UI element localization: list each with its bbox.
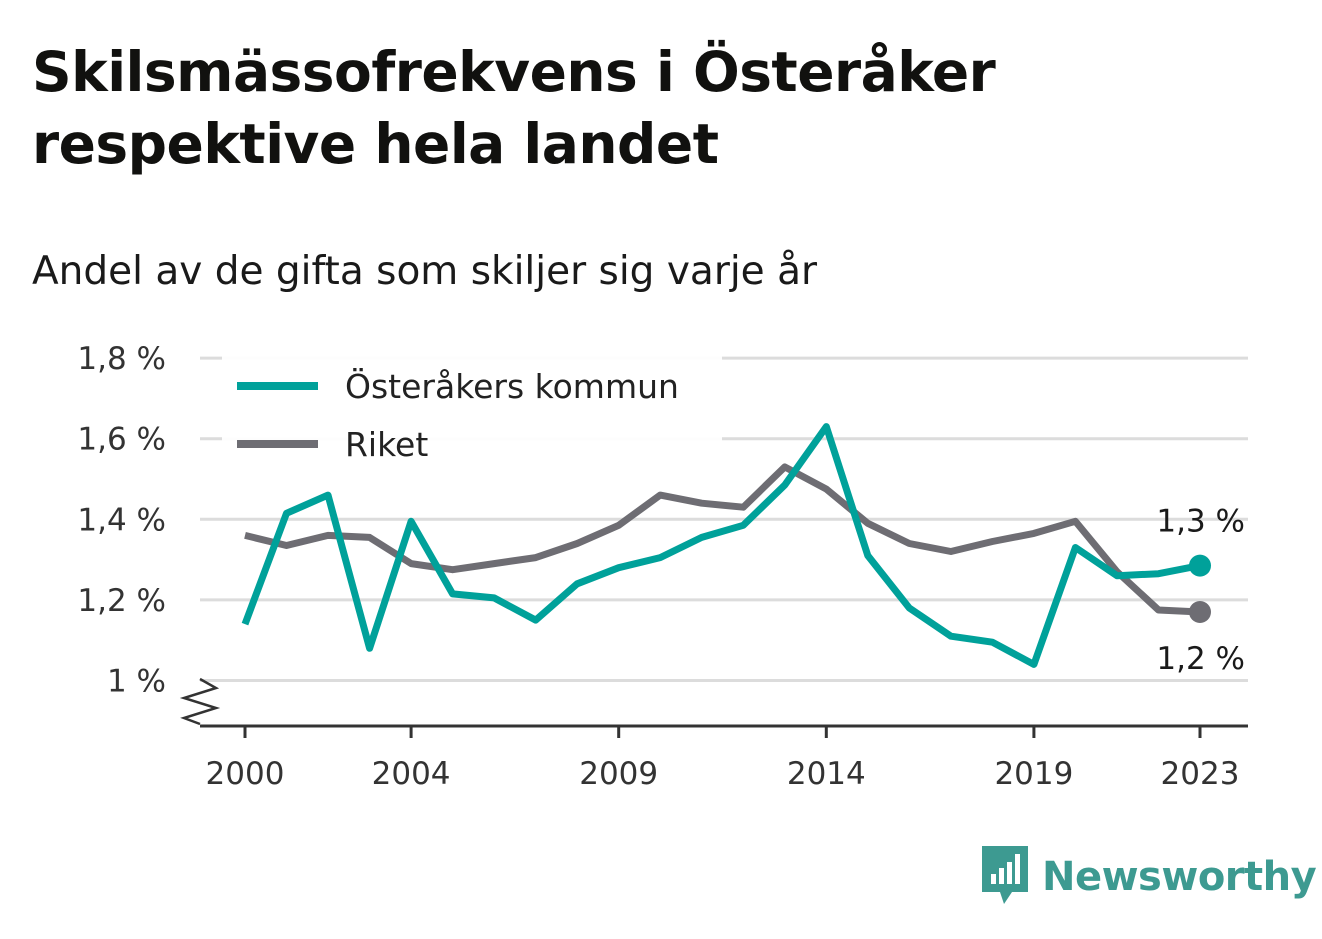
x-tick-label: 2014 bbox=[787, 756, 866, 792]
y-tick-label: 1,2 % bbox=[77, 583, 166, 619]
chart-title: Skilsmässofrekvens i Österåker respektiv… bbox=[32, 40, 996, 176]
legend-box bbox=[222, 355, 722, 473]
brand-name: Newsworthy bbox=[1042, 854, 1317, 900]
end-value-label: 1,3 % bbox=[1156, 504, 1245, 540]
y-tick-label: 1,4 % bbox=[77, 502, 166, 538]
chart-subtitle: Andel av de gifta som skiljer sig varje … bbox=[32, 249, 818, 294]
end-point-osteraker bbox=[1189, 554, 1211, 577]
series-lines bbox=[241, 423, 1211, 668]
x-tick-label: 2004 bbox=[372, 756, 451, 792]
end-labels: 1,3 % 1,2 % bbox=[1156, 504, 1245, 677]
end-point-riket bbox=[1189, 600, 1211, 623]
bar-chart-logo-icon bbox=[982, 846, 1028, 904]
series-line-riket bbox=[244, 463, 1201, 616]
x-tick-label: 2009 bbox=[579, 756, 658, 792]
x-axis-ticks: 2000 2004 2009 2014 2019 2023 bbox=[206, 726, 1240, 792]
axis-break-marker bbox=[179, 677, 221, 726]
y-tick-label: 1,6 % bbox=[77, 422, 166, 458]
series-line-osteraker bbox=[241, 423, 1201, 668]
y-tick-label: 1,8 % bbox=[77, 341, 166, 377]
x-tick-label: 2019 bbox=[994, 756, 1073, 792]
x-tick-label: 2023 bbox=[1161, 756, 1240, 792]
legend-label: Österåkers kommun bbox=[345, 366, 679, 406]
newsworthy-logo[interactable]: Newsworthy bbox=[982, 846, 1317, 907]
legend-label: Riket bbox=[345, 425, 428, 464]
x-tick-label: 2000 bbox=[206, 756, 285, 792]
y-tick-label: 1 % bbox=[107, 664, 166, 700]
x-axis bbox=[179, 677, 1248, 728]
legend: Österåkers kommun Riket bbox=[222, 355, 722, 473]
end-value-label: 1,2 % bbox=[1156, 641, 1245, 677]
y-axis-ticks: 1 % 1,2 % 1,4 % 1,6 % 1,8 % bbox=[77, 341, 166, 699]
